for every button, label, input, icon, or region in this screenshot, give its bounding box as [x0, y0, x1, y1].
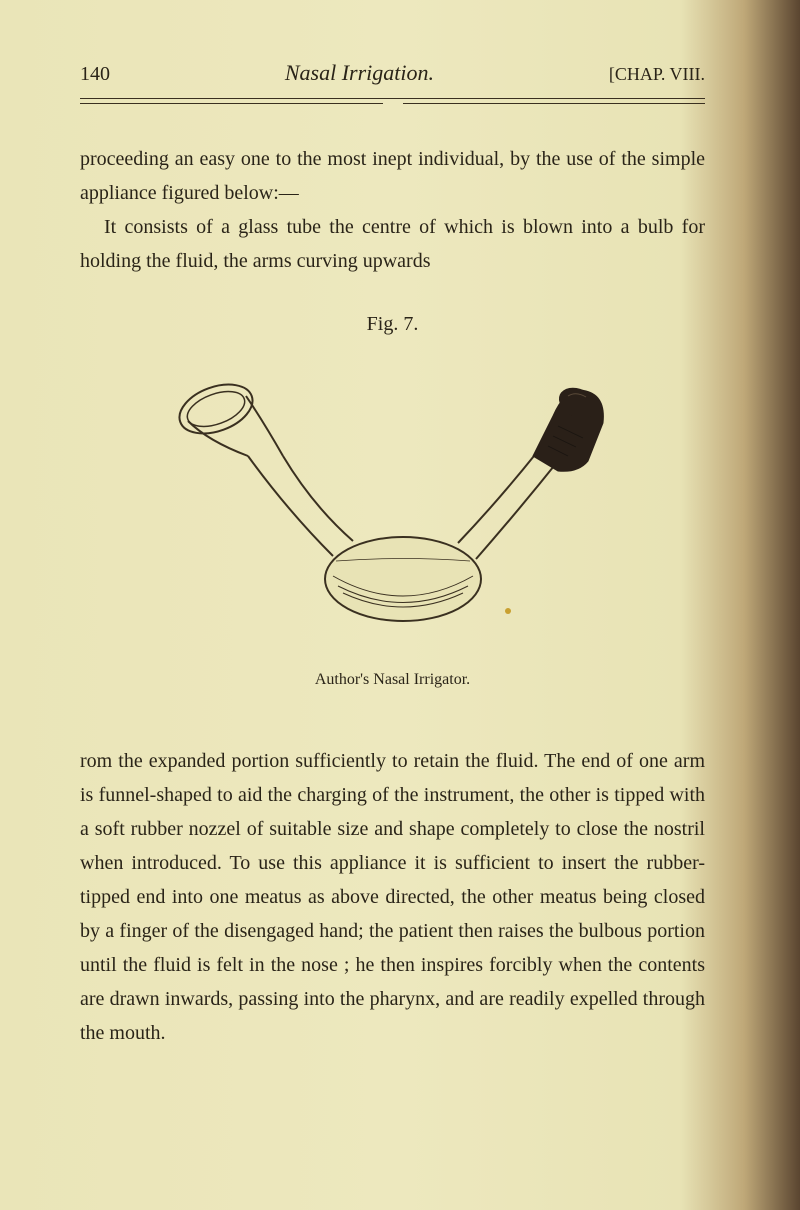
page-header: 140 Nasal Irrigation. [CHAP. VIII. [80, 60, 705, 86]
header-title: Nasal Irrigation. [285, 60, 434, 86]
main-text-block: rom the expanded portion sufficiently to… [80, 744, 705, 1050]
paragraph-2: It consists of a glass tube the centre o… [80, 210, 705, 278]
nasal-irrigator-icon [158, 361, 628, 641]
figure-illustration [80, 361, 705, 646]
intro-text-block: proceeding an easy one to the most inept… [80, 142, 705, 278]
header-rule-bottom [80, 103, 705, 104]
header-rule-top [80, 98, 705, 99]
figure-caption: Author's Nasal Irrigator. [80, 671, 705, 689]
main-paragraph: rom the expanded portion sufficiently to… [80, 744, 705, 1050]
figure-label: Fig. 7. [80, 313, 705, 336]
chapter-reference: [CHAP. VIII. [609, 64, 705, 85]
page-number: 140 [80, 63, 110, 86]
paragraph-1: proceeding an easy one to the most inept… [80, 142, 705, 210]
